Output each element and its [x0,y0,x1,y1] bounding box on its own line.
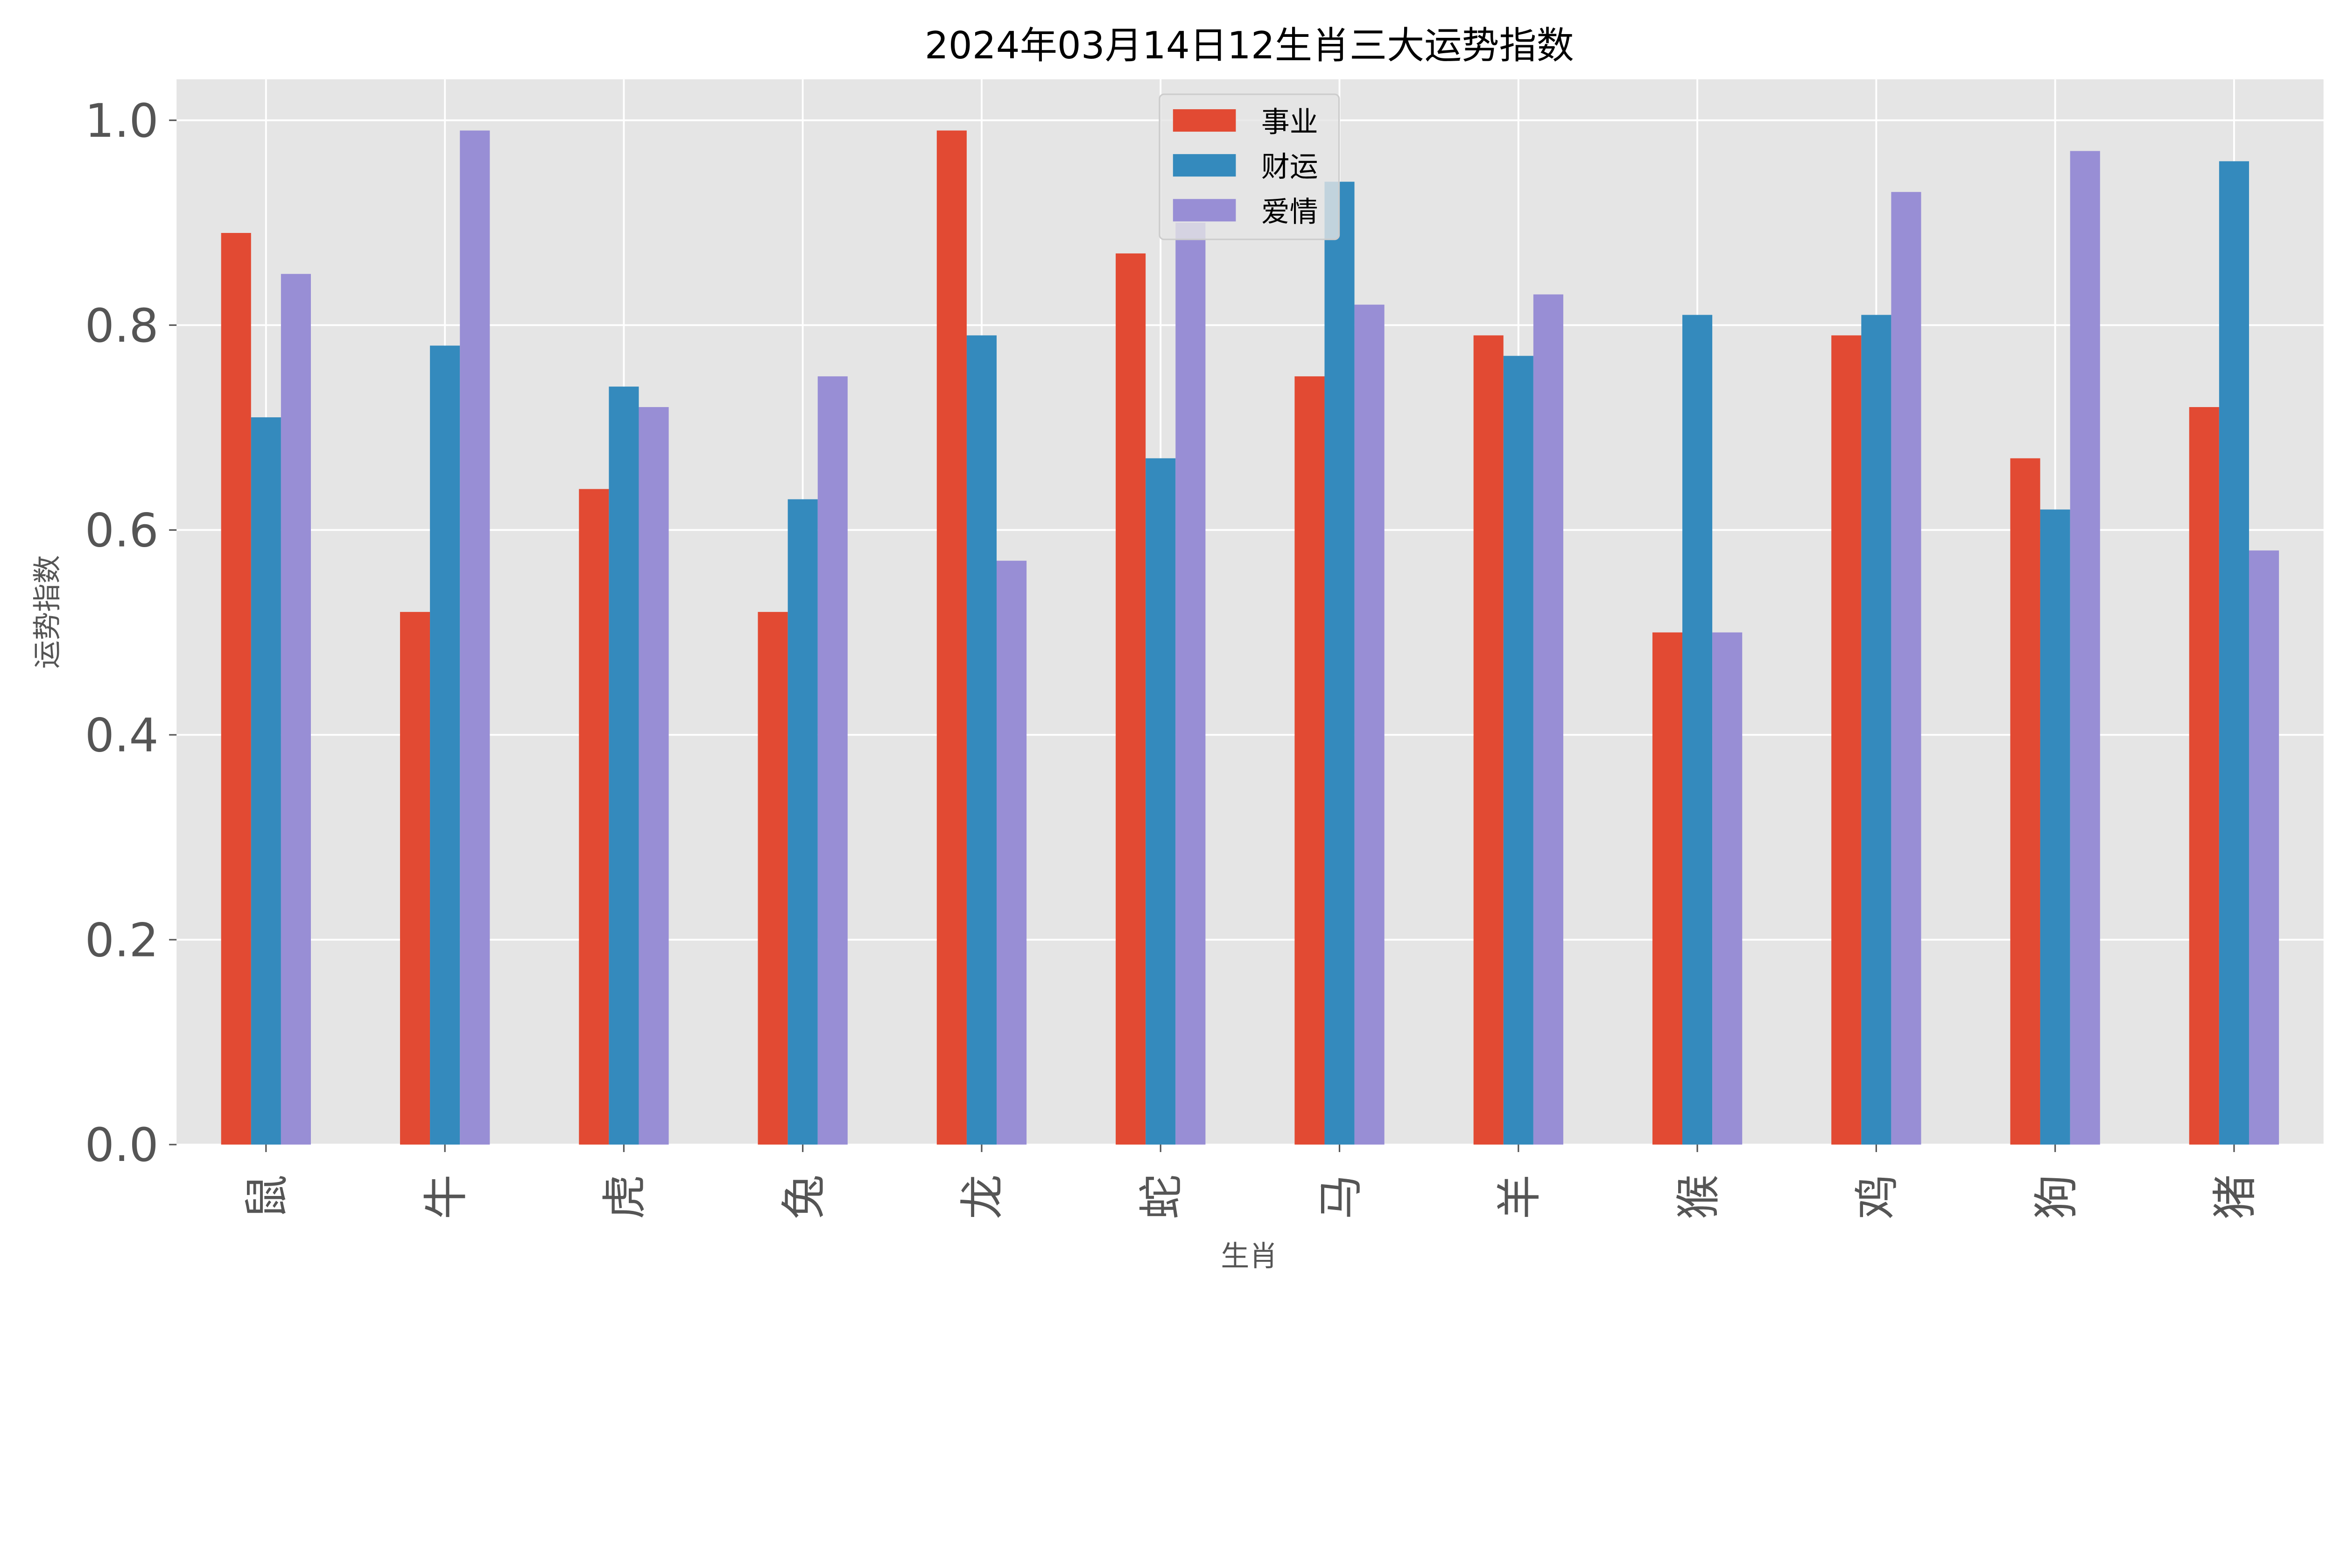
y-tick-label: 0.4 [85,709,159,762]
bar-事业-虎 [579,489,609,1145]
bar-财运-狗 [2040,509,2070,1145]
x-tick-label: 牛 [420,1174,472,1219]
bar-财运-马 [1324,182,1355,1145]
bar-爱情-虎 [639,407,669,1145]
bar-事业-鸡 [1831,335,1862,1145]
bar-财运-蛇 [1146,458,1176,1145]
bar-爱情-兔 [817,376,848,1145]
bar-事业-狗 [2010,458,2040,1145]
bar-事业-龙 [936,130,967,1145]
bar-爱情-猪 [2249,550,2279,1145]
y-axis-label: 运势指数 [31,555,64,669]
bar-爱情-鼠 [281,274,311,1145]
legend-swatch [1173,154,1236,177]
y-tick-label: 0.8 [85,299,159,353]
bar-事业-马 [1294,376,1325,1145]
y-tick-label: 0.0 [85,1118,159,1172]
bar-事业-鼠 [221,233,251,1145]
x-tick-label: 猪 [2209,1174,2261,1219]
bar-事业-蛇 [1116,253,1146,1145]
bar-财运-龙 [966,335,997,1145]
bar-事业-羊 [1473,335,1504,1145]
bar-财运-猴 [1682,315,1713,1145]
legend-label: 事业 [1261,105,1318,139]
x-tick-label: 龙 [956,1174,1009,1219]
bar-财运-鼠 [251,417,281,1145]
x-tick-label: 马 [1315,1174,1367,1219]
y-tick-label: 0.6 [85,504,159,558]
bar-事业-猴 [1652,632,1683,1145]
bar-chart: 0.0 0.2 0.4 0.6 0.8 1.0 鼠 牛 虎 兔 龙 蛇 马 羊 猴 鸡 狗 猪 2024年03月… [31,24,2324,1273]
bar-爱情-羊 [1533,294,1563,1145]
plot-background [176,79,2324,1145]
bar-爱情-猴 [1712,632,1743,1145]
x-tick-label: 羊 [1493,1174,1546,1219]
legend-swatch [1173,199,1236,222]
y-tick-label: 1.0 [85,94,159,148]
legend-swatch [1173,109,1236,132]
bar-财运-鸡 [1861,315,1891,1145]
legend-label: 财运 [1261,150,1318,183]
bar-财运-羊 [1503,356,1533,1145]
bars [221,130,2279,1145]
chart-title: 2024年03月14日12生肖三大运势指数 [925,24,1574,67]
bar-财运-虎 [609,387,639,1145]
x-tick-label: 蛇 [1135,1174,1188,1219]
bar-财运-牛 [430,345,460,1145]
legend-label: 爱情 [1261,195,1318,228]
bar-爱情-牛 [460,130,490,1145]
x-tick-label: 兔 [778,1174,830,1219]
x-tick-label: 猴 [1672,1174,1724,1219]
bar-爱情-狗 [2070,151,2100,1145]
bar-财运-猪 [2219,161,2249,1145]
y-tick-label: 0.2 [85,914,159,967]
x-tick-label: 虎 [599,1174,651,1219]
bar-爱情-龙 [997,561,1027,1145]
bar-爱情-蛇 [1175,223,1206,1145]
bar-事业-兔 [758,612,788,1145]
x-tick-label: 鸡 [1851,1174,1904,1219]
x-ticks: 鼠牛虎兔龙蛇马羊猴鸡狗猪 [241,1144,2261,1219]
bar-爱情-马 [1354,304,1385,1145]
bar-爱情-鸡 [1891,192,1921,1145]
bar-事业-牛 [400,612,430,1145]
x-axis-label: 生肖 [1221,1240,1278,1273]
x-tick-label: 狗 [2030,1174,2082,1219]
y-ticks: 0.0 0.2 0.4 0.6 0.8 1.0 [85,94,177,1172]
x-tick-label: 鼠 [241,1174,293,1219]
bar-事业-猪 [2189,407,2219,1145]
bar-财运-兔 [787,499,818,1145]
